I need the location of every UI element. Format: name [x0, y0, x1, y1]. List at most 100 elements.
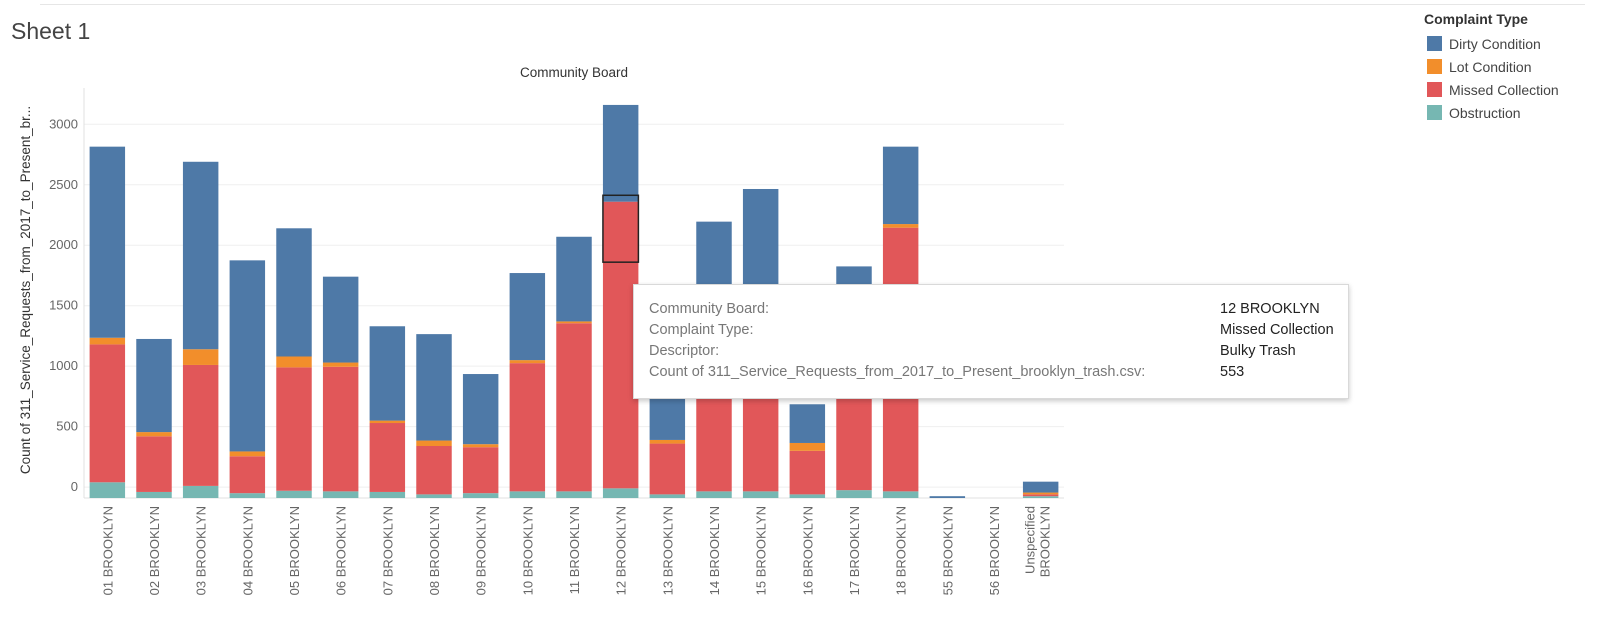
legend-item-label: Dirty Condition — [1449, 35, 1541, 52]
bar-segment[interactable] — [462, 447, 499, 494]
tooltip-label: Count of 311_Service_Requests_from_2017_… — [649, 364, 1146, 380]
bar-segment[interactable] — [649, 392, 686, 440]
x-tick-label-group: Unspecified BROOKLYN — [1023, 506, 1053, 577]
bar-segment[interactable] — [276, 356, 312, 368]
bar-segment[interactable] — [229, 260, 266, 452]
bar-segment[interactable] — [136, 491, 172, 498]
bar-segment[interactable] — [1022, 494, 1059, 497]
bar-segment[interactable] — [649, 494, 686, 498]
x-tick-label: 01 BROOKLYN — [100, 506, 115, 595]
bar-segment[interactable] — [136, 338, 172, 433]
legend-item-obstruction[interactable]: Obstruction — [1424, 101, 1559, 124]
bar-segment[interactable] — [276, 367, 312, 491]
bar-segment[interactable] — [556, 321, 592, 324]
x-tick-label: 05 BROOKLYN — [287, 506, 302, 595]
bar-segment[interactable] — [369, 326, 406, 421]
bar-segment[interactable] — [229, 493, 266, 498]
x-tick-label: 17 BROOKLYN — [847, 506, 862, 595]
bar-segment[interactable] — [556, 236, 592, 322]
bar-segment[interactable] — [322, 491, 359, 498]
bar-segment[interactable] — [182, 349, 219, 365]
chart-title: Community Board — [520, 65, 628, 80]
bar-segment[interactable] — [556, 491, 592, 498]
bar-segment[interactable] — [416, 445, 452, 495]
bar-segment[interactable] — [882, 491, 919, 498]
bar-segment[interactable] — [276, 490, 312, 498]
bar-segment[interactable] — [602, 201, 639, 489]
x-tick-label: 12 BROOKLYN — [614, 506, 629, 595]
x-tick-label-group: 09 BROOKLYN — [474, 506, 489, 595]
x-tick-label-group: 18 BROOKLYN — [894, 506, 909, 595]
x-tick-label: 03 BROOKLYN — [194, 506, 209, 595]
bar-segment[interactable] — [369, 420, 406, 424]
bar-segment[interactable] — [369, 491, 406, 498]
bar-segment[interactable] — [462, 444, 499, 448]
bar-segment[interactable] — [229, 451, 266, 457]
bar-segment[interactable] — [89, 337, 126, 345]
bar-segment[interactable] — [89, 482, 126, 498]
bar-segment[interactable] — [602, 104, 639, 202]
legend-item-label: Obstruction — [1449, 104, 1521, 121]
legend-title: Complaint Type — [1424, 11, 1528, 27]
bar-segment[interactable] — [416, 334, 452, 441]
bar-segment[interactable] — [509, 273, 546, 361]
bar-segment[interactable] — [462, 493, 499, 498]
bar-segment[interactable] — [1022, 492, 1059, 495]
bar-segment[interactable] — [836, 490, 872, 498]
bar-segment[interactable] — [882, 146, 919, 225]
bar-segment[interactable] — [789, 442, 826, 451]
x-tick-label-group: 55 BROOKLYN — [940, 506, 955, 595]
legend-item-missed-collection[interactable]: Missed Collection — [1424, 78, 1559, 101]
bar-segment[interactable] — [369, 423, 406, 492]
bar-segment[interactable] — [416, 494, 452, 498]
x-tick-label-group: 15 BROOKLYN — [754, 506, 769, 595]
x-tick-label-group: 03 BROOKLYN — [194, 506, 209, 595]
y-tick-label: 0 — [71, 479, 78, 494]
bar-segment[interactable] — [509, 360, 546, 364]
x-tick-label: 13 BROOKLYN — [660, 506, 675, 595]
bar-segment[interactable] — [322, 366, 359, 492]
bar-segment[interactable] — [1022, 481, 1059, 493]
bar-segment[interactable] — [322, 362, 359, 367]
tooltip-label: Descriptor: — [649, 343, 720, 359]
bar-segment[interactable] — [602, 488, 639, 498]
x-tick-label: 02 BROOKLYN — [147, 506, 162, 595]
bar-segment[interactable] — [789, 450, 826, 495]
bar-segment[interactable] — [929, 496, 966, 498]
legend-item-label: Lot Condition — [1449, 58, 1532, 75]
bar-segment[interactable] — [89, 146, 126, 338]
bar-segment[interactable] — [649, 443, 686, 495]
bar-segment[interactable] — [416, 440, 452, 446]
x-tick-label-group: 11 BROOKLYN — [567, 506, 582, 594]
legend-item-lot-condition[interactable]: Lot Condition — [1424, 55, 1559, 78]
bar-segment[interactable] — [182, 364, 219, 486]
x-tick-label-group: 07 BROOKLYN — [380, 506, 395, 595]
bar-segment[interactable] — [276, 228, 312, 357]
bar-segment[interactable] — [322, 276, 359, 363]
bar-segment[interactable] — [649, 439, 686, 444]
bar-segment[interactable] — [1022, 496, 1059, 498]
bar-segment[interactable] — [229, 456, 266, 494]
legend-swatch — [1427, 59, 1442, 74]
bar-segment[interactable] — [509, 363, 546, 492]
x-tick-label-group: 08 BROOKLYN — [427, 506, 442, 595]
bar-segment[interactable] — [696, 491, 732, 498]
bar-segment[interactable] — [136, 432, 172, 437]
bar-segment[interactable] — [462, 374, 499, 445]
bar-segment[interactable] — [742, 491, 779, 498]
bar-segment[interactable] — [136, 436, 172, 492]
legend-item-dirty-condition[interactable]: Dirty Condition — [1424, 32, 1559, 55]
bar-segment[interactable] — [182, 161, 219, 350]
tooltip-row: Community Board: 12 BROOKLYN — [649, 301, 1320, 317]
tooltip-value: Bulky Trash — [1220, 343, 1296, 359]
bar-segment[interactable] — [182, 485, 219, 498]
top-divider — [40, 4, 1585, 5]
bar-segment[interactable] — [509, 491, 546, 498]
x-tick-label: BROOKLYN — [1038, 506, 1053, 577]
legend-item-label: Missed Collection — [1449, 81, 1559, 98]
bar-segment[interactable] — [789, 494, 826, 498]
bar-segment[interactable] — [789, 404, 826, 443]
bar-segment[interactable] — [89, 344, 126, 483]
bar-segment[interactable] — [882, 224, 919, 228]
bar-segment[interactable] — [556, 323, 592, 492]
